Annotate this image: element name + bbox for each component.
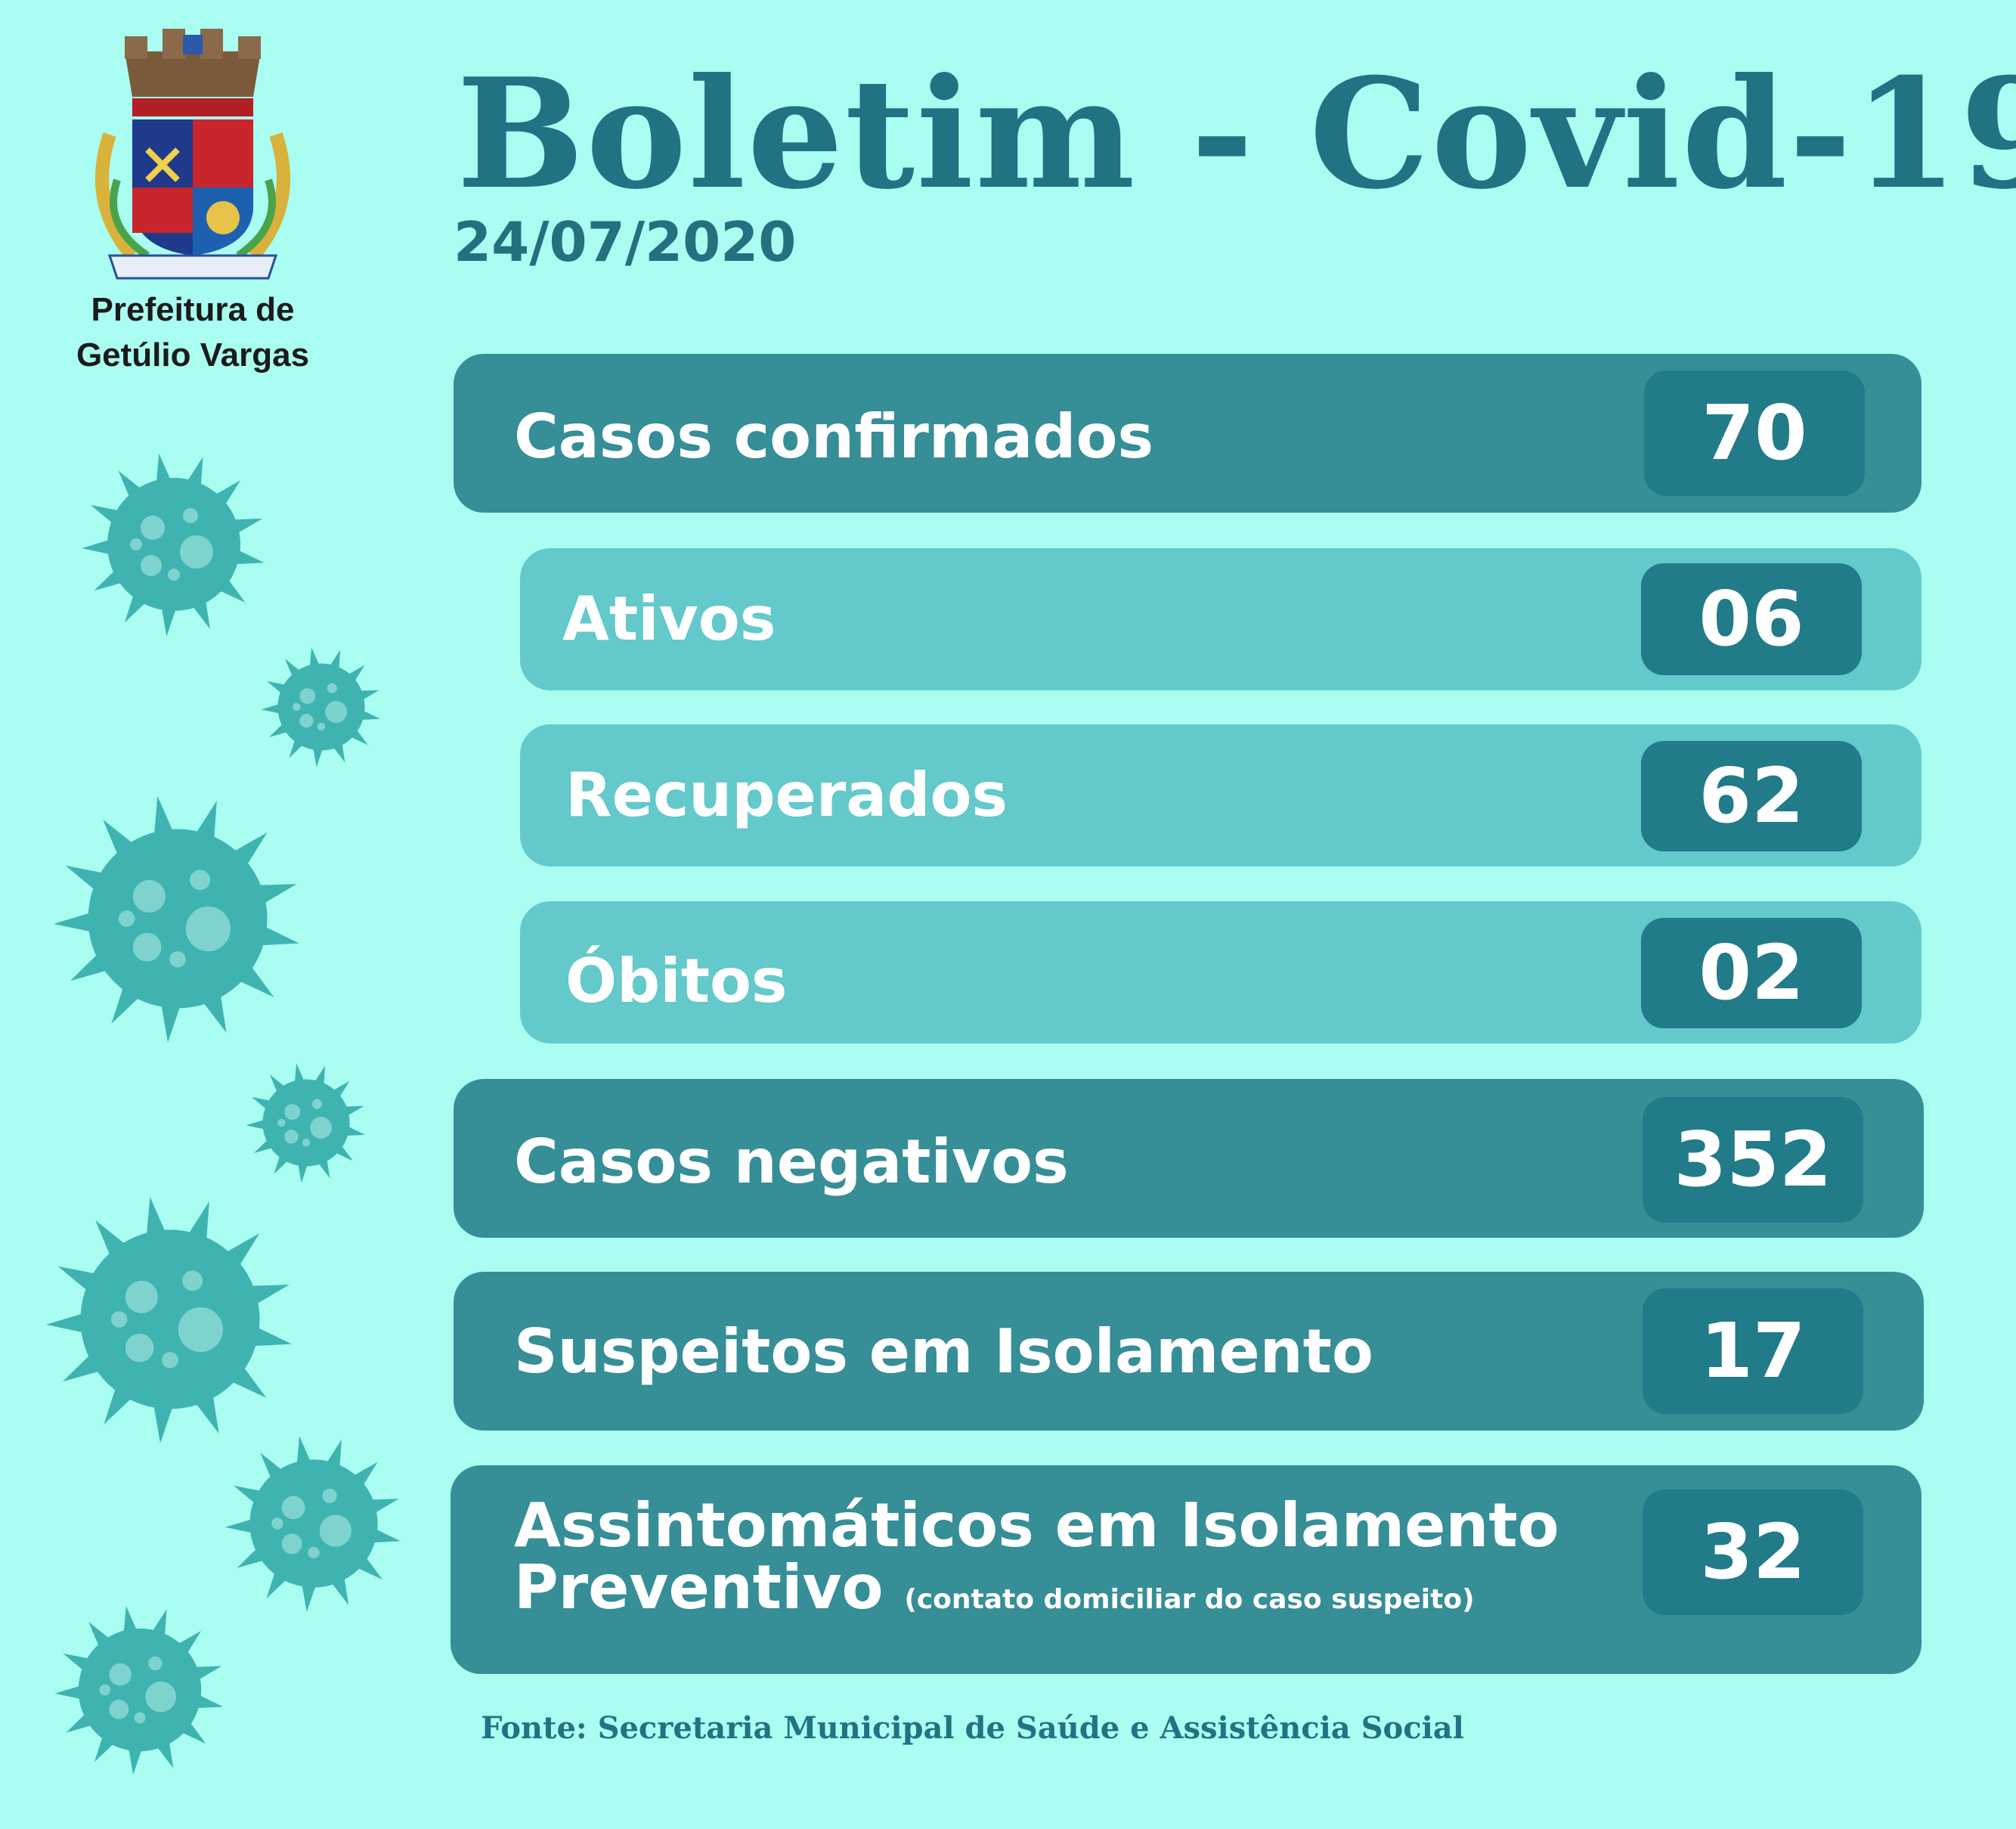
ativos-value: 06	[1641, 563, 1862, 675]
casos-confirmados-label: Casos confirmados	[514, 401, 1154, 472]
row-recuperados: Recuperados 62	[520, 724, 1922, 866]
page-title: Boletim - Covid-19	[457, 45, 2016, 223]
row-obitos: Óbitos 02	[520, 901, 1922, 1043]
org-line-2: Getúlio Vargas	[76, 336, 310, 374]
casos-negativos-value: 352	[1643, 1097, 1863, 1223]
casos-confirmados-value: 70	[1644, 370, 1865, 496]
suspeitos-label: Suspeitos em Isolamento	[514, 1316, 1373, 1387]
recuperados-label: Recuperados	[565, 760, 1008, 830]
obitos-value: 02	[1641, 918, 1862, 1028]
bulletin-date: 24/07/2020	[454, 210, 797, 274]
coat-of-arms-icon	[95, 29, 290, 280]
coronavirus-icon	[261, 647, 381, 767]
source-note: Fonte: Secretaria Municipal de Saúde e A…	[481, 1710, 1464, 1746]
recuperados-value: 62	[1641, 741, 1862, 851]
coronavirus-icon	[246, 1063, 366, 1183]
row-assintomaticos: Assintomáticos em Isolamento Preventivo …	[451, 1465, 1922, 1674]
assintomaticos-note: (contato domiciliar do caso suspeito)	[904, 1584, 1475, 1615]
assintomaticos-label-line1: Assintomáticos em Isolamento	[514, 1490, 1559, 1561]
org-line-1: Prefeitura de	[91, 291, 295, 328]
obitos-label: Óbitos	[565, 946, 788, 1016]
coronavirus-icon	[45, 1196, 292, 1443]
coronavirus-icon	[53, 795, 299, 1043]
organization-name: Prefeitura de Getúlio Vargas	[45, 287, 340, 386]
assintomaticos-label-line2: Preventivo (contato domiciliar do caso s…	[514, 1550, 1475, 1638]
assintomaticos-label-preventivo: Preventivo	[514, 1552, 884, 1623]
coronavirus-icon	[225, 1436, 401, 1612]
row-suspeitos: Suspeitos em Isolamento 17	[454, 1272, 1924, 1431]
row-casos-confirmados: Casos confirmados 70	[454, 354, 1922, 513]
coronavirus-icon	[82, 453, 265, 637]
row-casos-negativos: Casos negativos 352	[454, 1079, 1924, 1238]
row-ativos: Ativos 06	[520, 548, 1922, 690]
casos-negativos-label: Casos negativos	[514, 1127, 1069, 1197]
coronavirus-icon	[54, 1605, 224, 1775]
suspeitos-value: 17	[1643, 1288, 1863, 1414]
ativos-label: Ativos	[562, 584, 776, 654]
assintomaticos-value: 32	[1643, 1490, 1863, 1615]
